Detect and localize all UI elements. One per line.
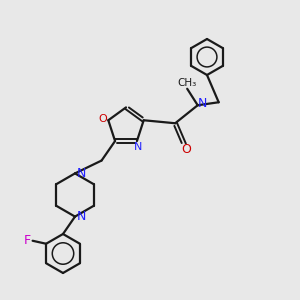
Text: O: O	[98, 114, 107, 124]
Text: N: N	[134, 142, 142, 152]
Text: N: N	[198, 97, 208, 110]
Text: F: F	[24, 234, 31, 247]
Text: O: O	[181, 143, 190, 156]
Text: N: N	[77, 167, 86, 180]
Text: N: N	[77, 210, 86, 223]
Text: CH₃: CH₃	[177, 78, 196, 88]
